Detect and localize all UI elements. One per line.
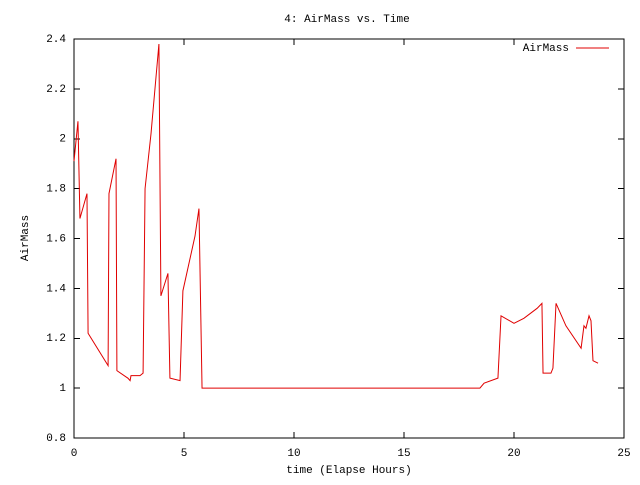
y-tick-label: 1.8 xyxy=(46,184,66,196)
chart-title: 4: AirMass vs. Time xyxy=(284,14,409,26)
x-tick-label: 0 xyxy=(71,448,78,460)
legend-label: AirMass xyxy=(523,43,569,55)
x-tick-label: 25 xyxy=(617,448,630,460)
plot-frame xyxy=(73,38,625,439)
x-axis-label: time (Elapse Hours) xyxy=(286,465,411,477)
y-tick-label: 1.2 xyxy=(46,333,66,345)
x-tick-label: 20 xyxy=(507,448,520,460)
y-tick-label: 2.2 xyxy=(46,84,66,96)
data-line xyxy=(73,43,599,389)
y-tick-label: 1 xyxy=(59,383,66,395)
y-axis-label: AirMass xyxy=(20,215,32,261)
y-tick-label: 0.8 xyxy=(46,433,66,445)
y-tick-label: 1.4 xyxy=(46,283,66,295)
y-tick-label: 2.4 xyxy=(46,34,66,46)
y-tick-label: 1.6 xyxy=(46,233,66,245)
x-tick-label: 5 xyxy=(181,448,188,460)
x-tick-label: 10 xyxy=(287,448,300,460)
y-tick-label: 2 xyxy=(59,134,66,146)
x-tick-label: 15 xyxy=(397,448,410,460)
